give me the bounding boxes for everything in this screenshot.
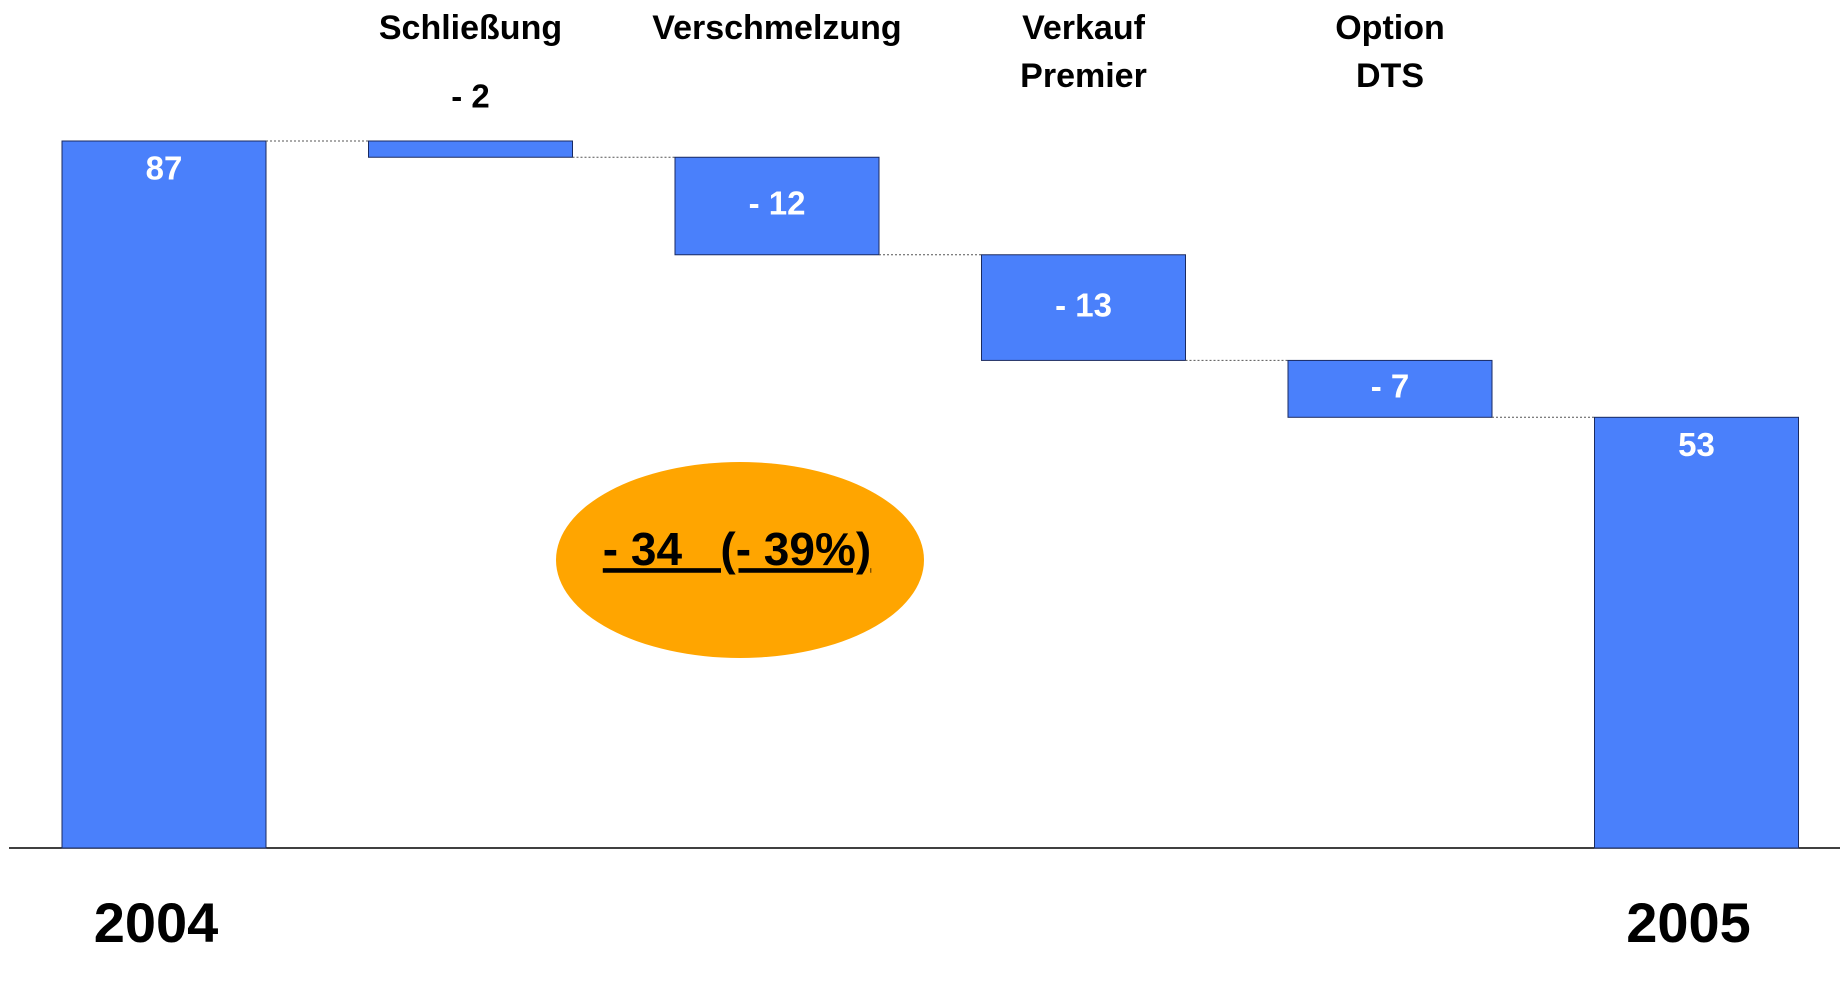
x-tick-label: Schließung bbox=[379, 9, 562, 47]
bar bbox=[368, 140, 573, 158]
x-tick-label: 2005 bbox=[1626, 891, 1751, 954]
bar bbox=[981, 254, 1186, 361]
x-tick-label: 2004 bbox=[94, 891, 219, 954]
annotation: - 34 (- 39%) bbox=[603, 523, 871, 575]
value-label: 53 bbox=[1678, 426, 1715, 463]
value-label: - 7 bbox=[1371, 368, 1410, 405]
x-tick-label: Option DTS bbox=[1335, 9, 1445, 95]
x-tick-label: Verschmelzung bbox=[652, 9, 901, 47]
annotation-bubble bbox=[556, 462, 924, 658]
x-tick-label: Verkauf Premier bbox=[1020, 9, 1147, 95]
value-label: - 12 bbox=[749, 185, 806, 222]
value-label: - 13 bbox=[1055, 286, 1112, 323]
value-label: 87 bbox=[146, 150, 183, 187]
bar bbox=[674, 156, 880, 256]
bar bbox=[1287, 359, 1493, 418]
bar bbox=[61, 140, 267, 849]
value-label: - 2 bbox=[451, 78, 490, 115]
bar bbox=[1594, 416, 1799, 849]
